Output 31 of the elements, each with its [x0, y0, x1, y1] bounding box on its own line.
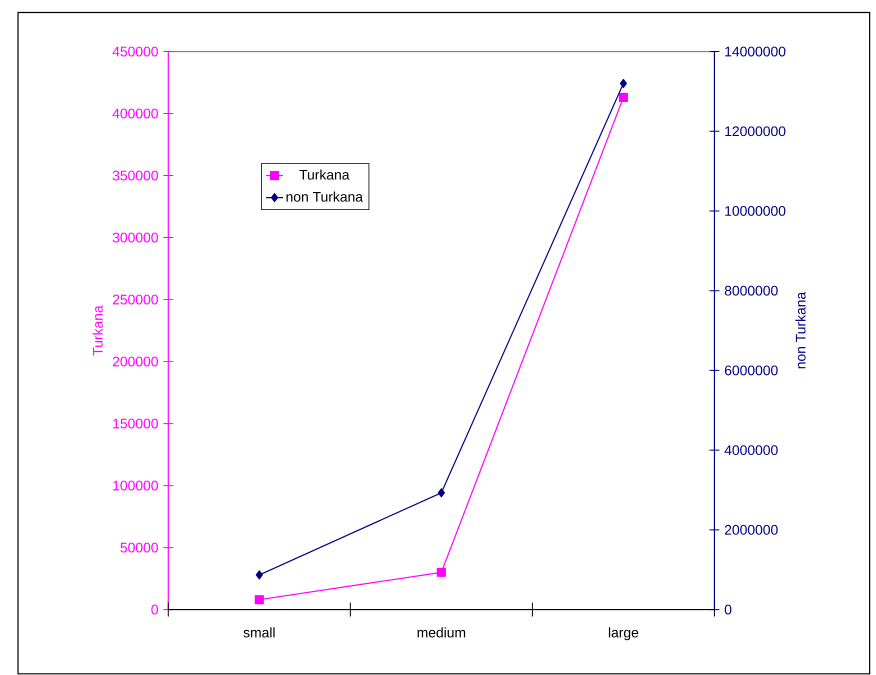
y2-tick-label: 0 — [724, 604, 732, 614]
legend-label: non Turkana — [286, 192, 363, 202]
x-tick-label: small — [244, 627, 275, 638]
point — [620, 78, 627, 88]
x-tick-label: large — [608, 627, 638, 640]
point — [438, 488, 445, 498]
x-tick-label: medium — [418, 627, 466, 638]
y-tick-label: 300000 — [112, 232, 158, 242]
y-tick-label: 250000 — [112, 294, 158, 304]
y-tick-label: 150000 — [113, 418, 158, 428]
y2-tick-label: 6000000 — [724, 365, 778, 376]
point — [618, 92, 628, 102]
legend-label: Turkana — [299, 169, 350, 180]
y2-tick-label: 8000000 — [724, 286, 778, 296]
y-tick-label: 0 — [151, 604, 158, 614]
y2-tick-label: 14000000 — [725, 46, 786, 56]
point — [436, 568, 446, 577]
y2-tick-label: 10000000 — [725, 206, 786, 216]
y-tick-label: 400000 — [112, 108, 158, 118]
point — [256, 570, 263, 580]
y2-tick-label: 4000000 — [724, 445, 778, 456]
y2-axis-title: non Turkana — [795, 292, 806, 368]
y2-tick-label: 12000000 — [725, 126, 786, 136]
y2-tick-label: 2000000 — [724, 524, 778, 535]
y-tick-label: 350000 — [112, 170, 158, 180]
y-axis-title: Turkana — [92, 305, 103, 356]
point — [254, 595, 264, 604]
y-tick-label: 100000 — [113, 480, 158, 490]
y-tick-label: 200000 — [112, 356, 158, 366]
y-tick-label: 450000 — [112, 46, 158, 56]
y-tick-label: 50000 — [120, 542, 158, 552]
